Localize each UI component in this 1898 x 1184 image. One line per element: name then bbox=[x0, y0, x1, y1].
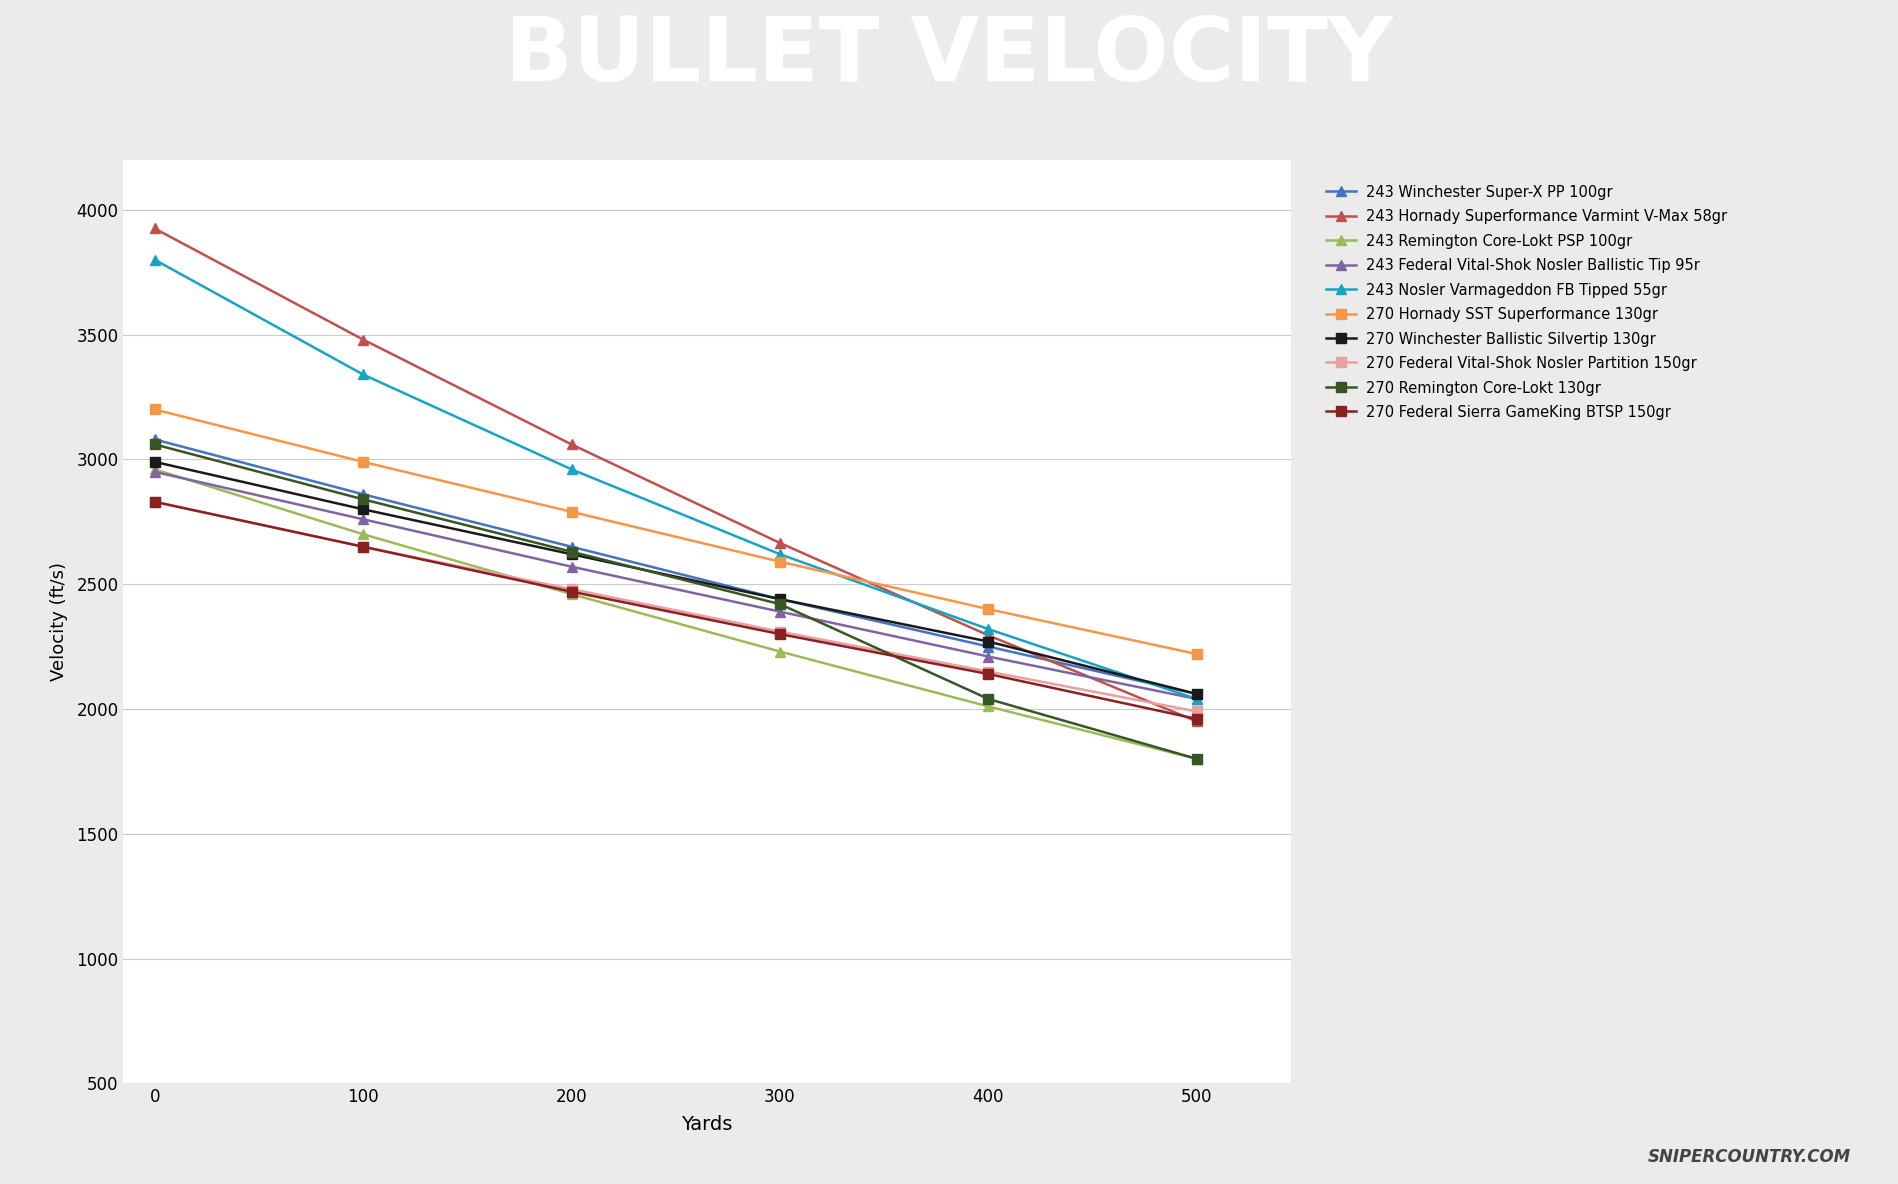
270 Federal Vital-Shok Nosler Partition 150gr bbox=[977, 664, 1000, 678]
Text: SNIPERCOUNTRY.COM: SNIPERCOUNTRY.COM bbox=[1647, 1148, 1851, 1166]
270 Federal Vital-Shok Nosler Partition 150gr bbox=[142, 495, 165, 509]
270 Federal Vital-Shok Nosler Partition 150gr bbox=[560, 583, 583, 597]
Line: 243 Winchester Super-X PP 100gr: 243 Winchester Super-X PP 100gr bbox=[150, 435, 1201, 699]
270 Hornady SST Superformance 130gr bbox=[977, 601, 1000, 616]
243 Hornady Superformance Varmint V-Max 58gr bbox=[560, 437, 583, 451]
270 Winchester Ballistic Silvertip 130gr bbox=[560, 547, 583, 561]
Line: 243 Nosler Varmageddon FB Tipped 55gr: 243 Nosler Varmageddon FB Tipped 55gr bbox=[150, 255, 1201, 703]
270 Federal Sierra GameKing BTSP 150gr bbox=[977, 667, 1000, 681]
243 Remington Core-Lokt PSP 100gr bbox=[560, 587, 583, 601]
243 Nosler Varmageddon FB Tipped 55gr bbox=[560, 462, 583, 476]
243 Federal Vital-Shok Nosler Ballistic Tip 95r bbox=[351, 513, 374, 527]
243 Remington Core-Lokt PSP 100gr bbox=[351, 527, 374, 541]
270 Federal Sierra GameKing BTSP 150gr bbox=[769, 628, 791, 642]
270 Hornady SST Superformance 130gr bbox=[351, 455, 374, 469]
243 Nosler Varmageddon FB Tipped 55gr bbox=[142, 252, 165, 266]
270 Hornady SST Superformance 130gr bbox=[142, 403, 165, 417]
243 Hornady Superformance Varmint V-Max 58gr bbox=[351, 333, 374, 347]
243 Federal Vital-Shok Nosler Ballistic Tip 95r bbox=[769, 605, 791, 619]
243 Federal Vital-Shok Nosler Ballistic Tip 95r bbox=[142, 465, 165, 480]
Line: 270 Federal Sierra GameKing BTSP 150gr: 270 Federal Sierra GameKing BTSP 150gr bbox=[150, 497, 1201, 723]
Line: 270 Winchester Ballistic Silvertip 130gr: 270 Winchester Ballistic Silvertip 130gr bbox=[150, 457, 1201, 699]
270 Hornady SST Superformance 130gr bbox=[560, 504, 583, 519]
243 Remington Core-Lokt PSP 100gr bbox=[142, 462, 165, 476]
243 Remington Core-Lokt PSP 100gr bbox=[769, 644, 791, 658]
270 Federal Sierra GameKing BTSP 150gr bbox=[142, 495, 165, 509]
243 Hornady Superformance Varmint V-Max 58gr bbox=[977, 629, 1000, 643]
Line: 243 Federal Vital-Shok Nosler Ballistic Tip 95r: 243 Federal Vital-Shok Nosler Ballistic … bbox=[150, 466, 1201, 703]
243 Federal Vital-Shok Nosler Ballistic Tip 95r bbox=[560, 560, 583, 574]
270 Winchester Ballistic Silvertip 130gr bbox=[1186, 687, 1209, 701]
270 Federal Sierra GameKing BTSP 150gr bbox=[560, 585, 583, 599]
243 Winchester Super-X PP 100gr bbox=[351, 487, 374, 501]
270 Federal Sierra GameKing BTSP 150gr bbox=[351, 540, 374, 554]
270 Remington Core-Lokt 130gr bbox=[769, 597, 791, 611]
243 Federal Vital-Shok Nosler Ballistic Tip 95r bbox=[1186, 691, 1209, 706]
270 Remington Core-Lokt 130gr bbox=[1186, 752, 1209, 766]
270 Federal Vital-Shok Nosler Partition 150gr bbox=[351, 540, 374, 554]
270 Remington Core-Lokt 130gr bbox=[560, 545, 583, 559]
243 Hornady Superformance Varmint V-Max 58gr bbox=[142, 221, 165, 236]
243 Remington Core-Lokt PSP 100gr bbox=[977, 700, 1000, 714]
X-axis label: Yards: Yards bbox=[681, 1114, 733, 1133]
243 Nosler Varmageddon FB Tipped 55gr bbox=[1186, 691, 1209, 706]
270 Hornady SST Superformance 130gr bbox=[769, 554, 791, 568]
Line: 243 Hornady Superformance Varmint V-Max 58gr: 243 Hornady Superformance Varmint V-Max … bbox=[150, 224, 1201, 726]
243 Nosler Varmageddon FB Tipped 55gr bbox=[351, 367, 374, 381]
Line: 270 Hornady SST Superformance 130gr: 270 Hornady SST Superformance 130gr bbox=[150, 405, 1201, 659]
270 Federal Sierra GameKing BTSP 150gr bbox=[1186, 712, 1209, 726]
243 Winchester Super-X PP 100gr bbox=[560, 540, 583, 554]
Line: 243 Remington Core-Lokt PSP 100gr: 243 Remington Core-Lokt PSP 100gr bbox=[150, 464, 1201, 764]
243 Federal Vital-Shok Nosler Ballistic Tip 95r bbox=[977, 650, 1000, 664]
270 Remington Core-Lokt 130gr bbox=[351, 493, 374, 507]
Line: 270 Federal Vital-Shok Nosler Partition 150gr: 270 Federal Vital-Shok Nosler Partition … bbox=[150, 497, 1201, 716]
270 Winchester Ballistic Silvertip 130gr bbox=[351, 502, 374, 516]
Y-axis label: Velocity (ft/s): Velocity (ft/s) bbox=[49, 562, 68, 681]
243 Hornady Superformance Varmint V-Max 58gr bbox=[1186, 714, 1209, 728]
270 Winchester Ballistic Silvertip 130gr bbox=[142, 455, 165, 469]
243 Remington Core-Lokt PSP 100gr bbox=[1186, 752, 1209, 766]
Legend: 243 Winchester Super-X PP 100gr, 243 Hornady Superformance Varmint V-Max 58gr, 2: 243 Winchester Super-X PP 100gr, 243 Hor… bbox=[1327, 185, 1727, 420]
243 Winchester Super-X PP 100gr bbox=[977, 639, 1000, 654]
270 Remington Core-Lokt 130gr bbox=[142, 437, 165, 451]
243 Nosler Varmageddon FB Tipped 55gr bbox=[769, 547, 791, 561]
243 Hornady Superformance Varmint V-Max 58gr bbox=[769, 536, 791, 551]
270 Winchester Ballistic Silvertip 130gr bbox=[769, 592, 791, 606]
Line: 270 Remington Core-Lokt 130gr: 270 Remington Core-Lokt 130gr bbox=[150, 439, 1201, 764]
243 Winchester Super-X PP 100gr bbox=[1186, 687, 1209, 701]
270 Remington Core-Lokt 130gr bbox=[977, 691, 1000, 706]
Text: BULLET VELOCITY: BULLET VELOCITY bbox=[505, 13, 1393, 101]
243 Winchester Super-X PP 100gr bbox=[142, 432, 165, 446]
243 Nosler Varmageddon FB Tipped 55gr bbox=[977, 622, 1000, 636]
270 Federal Vital-Shok Nosler Partition 150gr bbox=[769, 624, 791, 638]
270 Winchester Ballistic Silvertip 130gr bbox=[977, 635, 1000, 649]
270 Federal Vital-Shok Nosler Partition 150gr bbox=[1186, 704, 1209, 719]
270 Hornady SST Superformance 130gr bbox=[1186, 646, 1209, 661]
243 Winchester Super-X PP 100gr bbox=[769, 592, 791, 606]
